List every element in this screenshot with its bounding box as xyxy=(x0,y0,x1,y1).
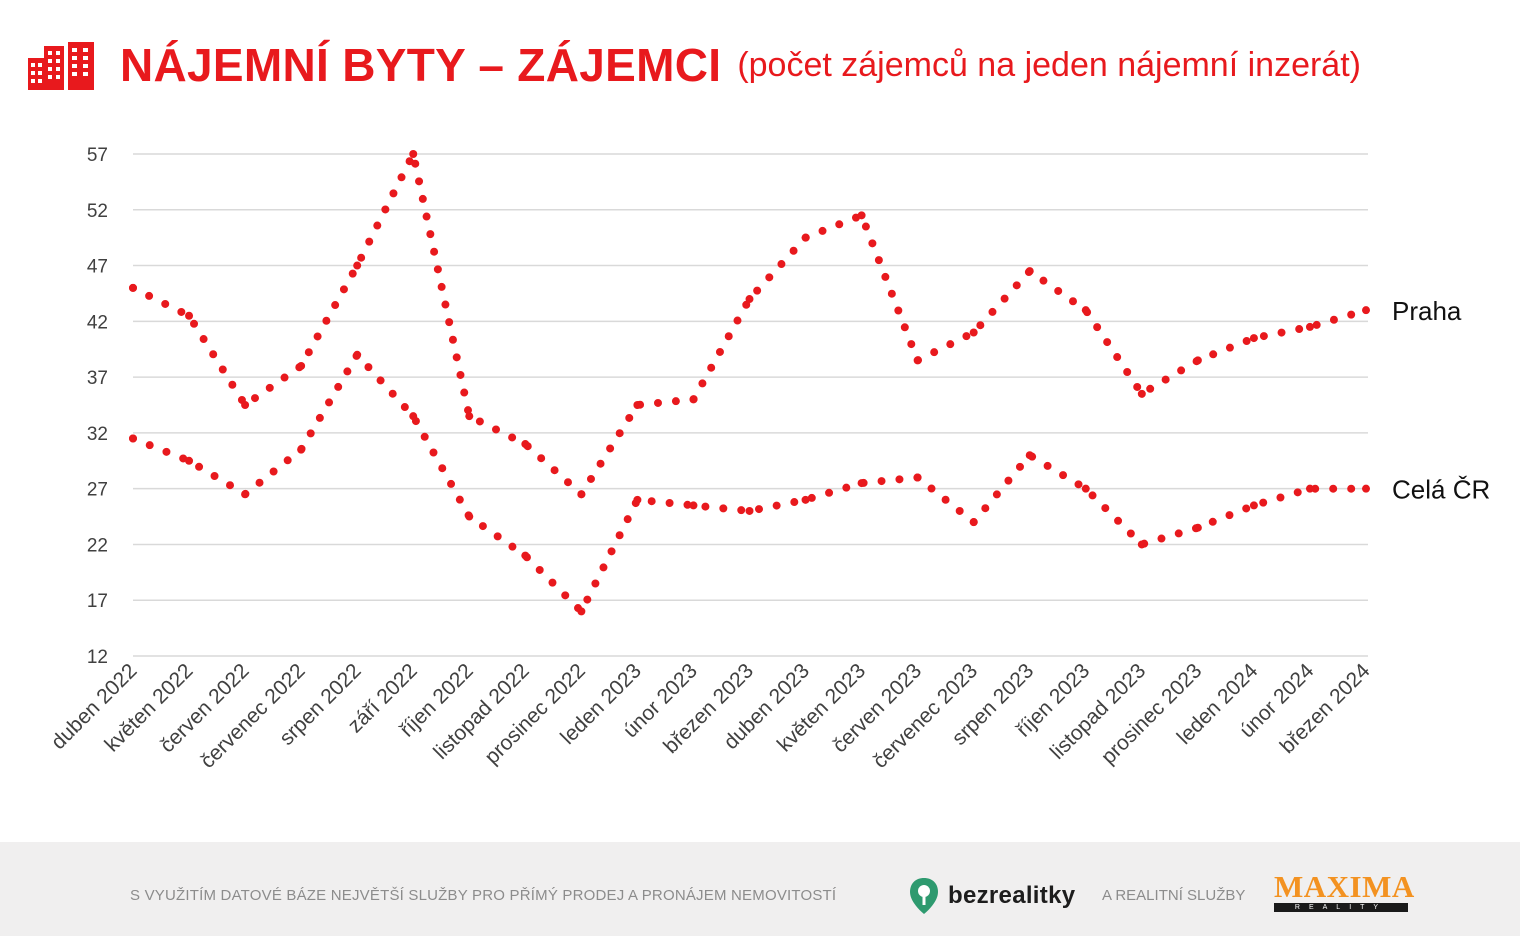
bezrealitky-pin-icon xyxy=(910,878,938,914)
series-cela-cr xyxy=(129,348,1370,619)
data-point xyxy=(409,150,418,158)
data-point xyxy=(297,361,306,370)
data-point xyxy=(129,434,137,443)
footer-connector-text: A REALITNÍ SLUŽBY xyxy=(1102,887,1246,904)
data-point xyxy=(1025,267,1034,276)
maxima-wordmark: MAXIMA xyxy=(1274,869,1415,904)
data-point xyxy=(913,473,922,482)
data-point xyxy=(1137,540,1146,549)
data-point xyxy=(1249,334,1258,343)
buildings-icon xyxy=(28,42,94,90)
data-point xyxy=(1305,322,1314,331)
data-point xyxy=(1081,484,1090,493)
data-point xyxy=(185,456,194,465)
chart-title-row: NÁJEMNÍ BYTY – ZÁJEMCI (počet zájemců na… xyxy=(28,30,1361,100)
y-tick-label: 57 xyxy=(87,145,108,166)
maxima-logo[interactable]: MAXIMA REALITY xyxy=(1274,869,1415,914)
data-point xyxy=(465,512,474,521)
data-point xyxy=(241,401,250,409)
data-point xyxy=(353,350,362,359)
chart-title: NÁJEMNÍ BYTY – ZÁJEMCI xyxy=(120,39,722,91)
data-point xyxy=(241,490,250,499)
data-point xyxy=(745,295,754,304)
data-point xyxy=(1137,389,1146,398)
data-point xyxy=(633,495,642,504)
series-label: Celá ČR xyxy=(1392,475,1490,505)
data-point xyxy=(1362,484,1370,493)
y-tick-label: 22 xyxy=(87,535,108,556)
data-point xyxy=(297,445,306,454)
y-tick-label: 42 xyxy=(87,312,108,333)
series-praha xyxy=(129,142,1370,501)
footer: S VYUŽITÍM DATOVÉ BÁZE NEJVĚTŠÍ SLUŽBY P… xyxy=(0,842,1520,936)
maxima-subtext: REALITY xyxy=(1274,903,1408,912)
data-point xyxy=(353,261,362,270)
data-point xyxy=(745,506,754,515)
data-point xyxy=(521,440,530,449)
data-point xyxy=(577,490,586,499)
y-tick-label: 37 xyxy=(87,368,108,389)
series-layer xyxy=(129,142,1370,619)
y-tick-label: 32 xyxy=(87,424,108,445)
data-point xyxy=(857,479,866,488)
y-tick-label: 27 xyxy=(87,480,108,501)
series-label: Praha xyxy=(1392,296,1462,326)
data-point xyxy=(1362,306,1370,315)
bezrealitky-wordmark: bezrealitky xyxy=(948,882,1076,909)
data-point xyxy=(465,412,474,421)
data-point xyxy=(801,495,810,504)
data-point xyxy=(969,518,978,527)
series-line xyxy=(129,348,1370,619)
data-point xyxy=(1305,484,1314,493)
bezrealitky-logo[interactable]: bezrealitky xyxy=(908,876,1075,916)
data-point xyxy=(1193,356,1202,365)
data-point xyxy=(1193,523,1202,532)
grid-layer xyxy=(133,153,1368,657)
footer-source-text: S VYUŽITÍM DATOVÉ BÁZE NEJVĚTŠÍ SLUŽBY P… xyxy=(130,887,837,904)
data-point xyxy=(185,311,194,320)
y-tick-label: 17 xyxy=(87,591,108,612)
y-tick-label: 47 xyxy=(87,257,108,278)
series-labels: Praha Celá ČR xyxy=(1392,296,1490,504)
data-point xyxy=(689,395,698,404)
y-tick-label: 12 xyxy=(87,647,108,668)
data-point xyxy=(913,356,922,365)
data-point xyxy=(633,401,642,409)
y-tick-label: 52 xyxy=(87,201,108,222)
series-line xyxy=(129,142,1370,501)
data-point xyxy=(857,211,866,220)
data-point xyxy=(689,501,698,510)
x-tick-label: prosinec 2023 xyxy=(1097,659,1207,769)
data-point xyxy=(1081,306,1090,315)
data-point xyxy=(521,551,530,560)
y-axis-ticks: 12 17 22 27 32 37 42 47 52 57 xyxy=(87,145,108,668)
data-point xyxy=(577,607,586,616)
data-point xyxy=(129,283,137,292)
data-point xyxy=(1249,501,1258,510)
data-point xyxy=(801,233,810,242)
chart-subtitle: (počet zájemců na jeden nájemní inzerát) xyxy=(737,45,1361,84)
data-point xyxy=(409,412,418,421)
data-point xyxy=(1025,451,1034,460)
data-point xyxy=(969,328,978,337)
x-tick-label: prosinec 2022 xyxy=(480,659,590,769)
